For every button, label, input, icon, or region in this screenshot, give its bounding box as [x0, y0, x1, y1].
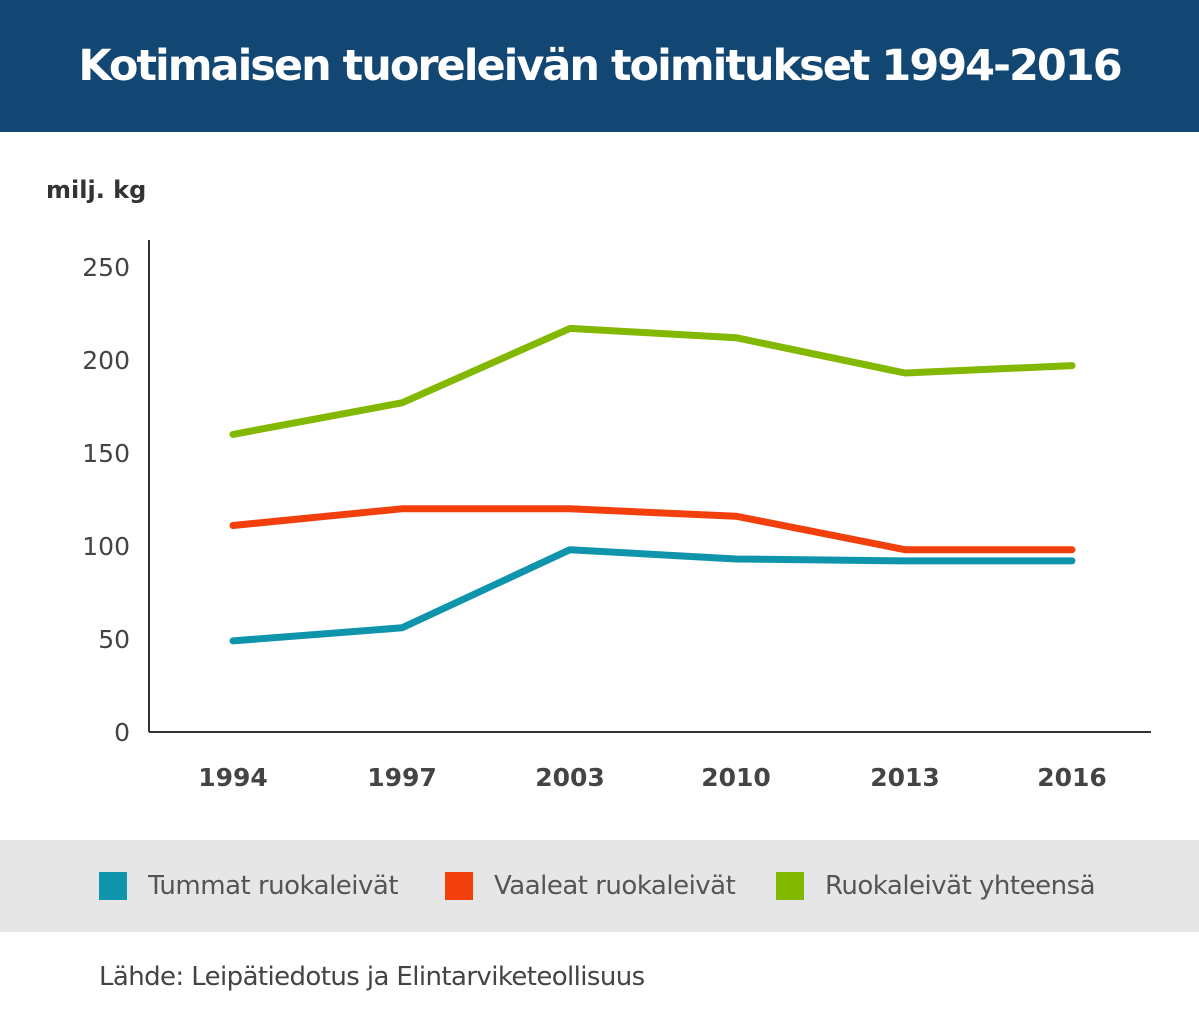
y-tick-label: 150 — [82, 439, 130, 468]
y-tick-label: 200 — [82, 346, 130, 375]
legend-swatch-tummat — [99, 872, 127, 900]
source-note: Lähde: Leipätiedotus ja Elintarviketeoll… — [99, 962, 645, 992]
y-tick-label: 50 — [98, 625, 130, 654]
legend-swatch-vaaleat — [445, 872, 473, 900]
series-line-1 — [229, 505, 1076, 554]
chart-axes — [148, 240, 1151, 733]
x-tick-label: 2016 — [1037, 763, 1107, 792]
series-line-0 — [229, 546, 1076, 645]
y-tick-labels: 0 50 100 150 200 250 — [82, 253, 130, 747]
x-tick-label: 2013 — [870, 763, 940, 792]
chart-title: Kotimaisen tuoreleivän toimitukset 1994-… — [78, 41, 1122, 91]
legend-label-tummat: Tummat ruokaleivät — [148, 871, 399, 901]
y-tick-label: 250 — [82, 253, 130, 282]
x-tick-labels: 1994 1997 2003 2010 2013 2016 — [198, 763, 1107, 792]
legend-label-vaaleat: Vaaleat ruokaleivät — [494, 871, 736, 901]
legend-label-yhteensa: Ruokaleivät yhteensä — [825, 871, 1096, 901]
legend-item-tummat: Tummat ruokaleivät — [99, 840, 399, 932]
title-bar: Kotimaisen tuoreleivän toimitukset 1994-… — [0, 0, 1199, 132]
legend: Tummat ruokaleivät Vaaleat ruokaleivät R… — [0, 840, 1199, 932]
legend-swatch-yhteensa — [776, 872, 804, 900]
x-tick-label: 2003 — [535, 763, 605, 792]
line-chart: 0 50 100 150 200 250 1994 1997 2003 2010 2013 2016 — [82, 240, 1151, 792]
series-line-2 — [229, 324, 1076, 438]
y-tick-label: 100 — [82, 532, 130, 561]
legend-item-yhteensa: Ruokaleivät yhteensä — [776, 840, 1096, 932]
y-tick-label: 0 — [114, 718, 130, 747]
x-tick-label: 2010 — [701, 763, 771, 792]
data-series — [229, 324, 1076, 645]
y-axis-unit-label: milj. kg — [46, 176, 147, 204]
x-tick-label: 1994 — [198, 763, 268, 792]
legend-item-vaaleat: Vaaleat ruokaleivät — [445, 840, 736, 932]
x-tick-label: 1997 — [367, 763, 437, 792]
